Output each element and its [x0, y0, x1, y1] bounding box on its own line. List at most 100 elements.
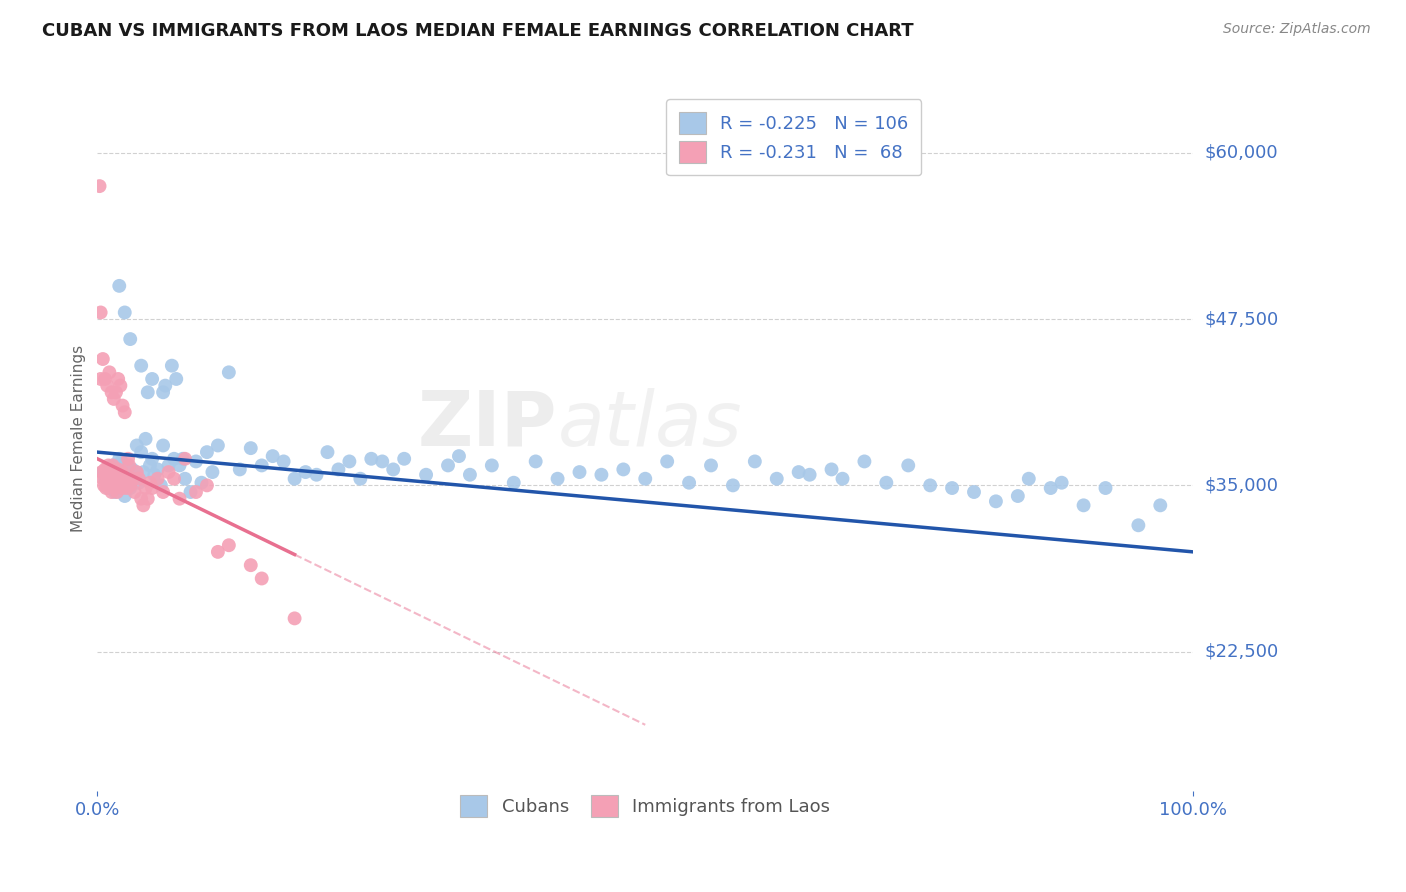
- Point: [108, 478, 131, 492]
- Point: [94, 472, 117, 486]
- Point: [100, 465, 122, 479]
- Text: $22,500: $22,500: [1205, 642, 1278, 661]
- Point: [657, 454, 679, 468]
- Point: [195, 478, 218, 492]
- Point: [115, 481, 138, 495]
- Point: [721, 478, 744, 492]
- Point: [104, 485, 127, 500]
- Point: [104, 467, 127, 482]
- Point: [328, 462, 350, 476]
- Point: [110, 465, 132, 479]
- Point: [875, 475, 897, 490]
- Point: [239, 558, 262, 573]
- Point: [165, 372, 187, 386]
- Point: [157, 465, 180, 479]
- Point: [1007, 489, 1029, 503]
- Point: [112, 472, 135, 486]
- Y-axis label: Median Female Earnings: Median Female Earnings: [72, 345, 86, 533]
- Point: [98, 465, 121, 479]
- Point: [481, 458, 503, 473]
- Point: [239, 441, 262, 455]
- Point: [108, 278, 131, 293]
- Point: [118, 458, 141, 473]
- Point: [141, 372, 163, 386]
- Point: [152, 438, 174, 452]
- Point: [104, 478, 127, 492]
- Point: [163, 451, 186, 466]
- Point: [831, 472, 853, 486]
- Point: [262, 449, 284, 463]
- Point: [114, 489, 136, 503]
- Point: [568, 465, 591, 479]
- Point: [129, 445, 152, 459]
- Point: [91, 465, 114, 479]
- Point: [129, 491, 152, 506]
- Point: [104, 385, 127, 400]
- Text: CUBAN VS IMMIGRANTS FROM LAOS MEDIAN FEMALE EARNINGS CORRELATION CHART: CUBAN VS IMMIGRANTS FROM LAOS MEDIAN FEM…: [42, 22, 914, 40]
- Point: [124, 485, 146, 500]
- Point: [125, 438, 148, 452]
- Point: [284, 472, 307, 486]
- Point: [125, 465, 148, 479]
- Point: [152, 385, 174, 400]
- Point: [634, 472, 657, 486]
- Point: [963, 485, 986, 500]
- Point: [1050, 475, 1073, 490]
- Point: [146, 462, 169, 476]
- Point: [115, 458, 138, 473]
- Point: [415, 467, 437, 482]
- Point: [184, 454, 207, 468]
- Point: [305, 467, 328, 482]
- Point: [218, 538, 240, 552]
- Point: [135, 481, 157, 495]
- Point: [678, 475, 700, 490]
- Point: [179, 485, 201, 500]
- Point: [700, 458, 723, 473]
- Point: [91, 472, 114, 486]
- Point: [103, 392, 125, 406]
- Point: [155, 378, 177, 392]
- Point: [107, 462, 129, 476]
- Point: [100, 478, 122, 492]
- Point: [94, 372, 117, 386]
- Point: [115, 475, 138, 490]
- Point: [447, 449, 470, 463]
- Point: [174, 451, 197, 466]
- Point: [103, 467, 125, 482]
- Point: [349, 472, 371, 486]
- Point: [612, 462, 634, 476]
- Point: [437, 458, 460, 473]
- Point: [90, 305, 112, 319]
- Text: atlas: atlas: [558, 388, 742, 462]
- Text: Source: ZipAtlas.com: Source: ZipAtlas.com: [1223, 22, 1371, 37]
- Point: [984, 494, 1007, 508]
- Point: [107, 372, 129, 386]
- Point: [120, 481, 142, 495]
- Point: [371, 454, 394, 468]
- Point: [101, 458, 124, 473]
- Point: [97, 478, 120, 492]
- Point: [139, 458, 162, 473]
- Point: [143, 467, 166, 482]
- Point: [920, 478, 942, 492]
- Point: [765, 472, 787, 486]
- Point: [110, 378, 132, 392]
- Point: [136, 385, 159, 400]
- Point: [207, 438, 229, 452]
- Point: [125, 465, 148, 479]
- Point: [1128, 518, 1150, 533]
- Point: [360, 451, 382, 466]
- Point: [110, 454, 132, 468]
- Point: [1039, 481, 1062, 495]
- Point: [1094, 481, 1116, 495]
- Point: [172, 451, 194, 466]
- Point: [787, 465, 810, 479]
- Point: [128, 475, 150, 490]
- Point: [160, 359, 183, 373]
- Point: [98, 365, 121, 379]
- Point: [120, 332, 142, 346]
- Point: [1073, 499, 1095, 513]
- Point: [96, 462, 118, 476]
- Point: [103, 475, 125, 490]
- Point: [97, 481, 120, 495]
